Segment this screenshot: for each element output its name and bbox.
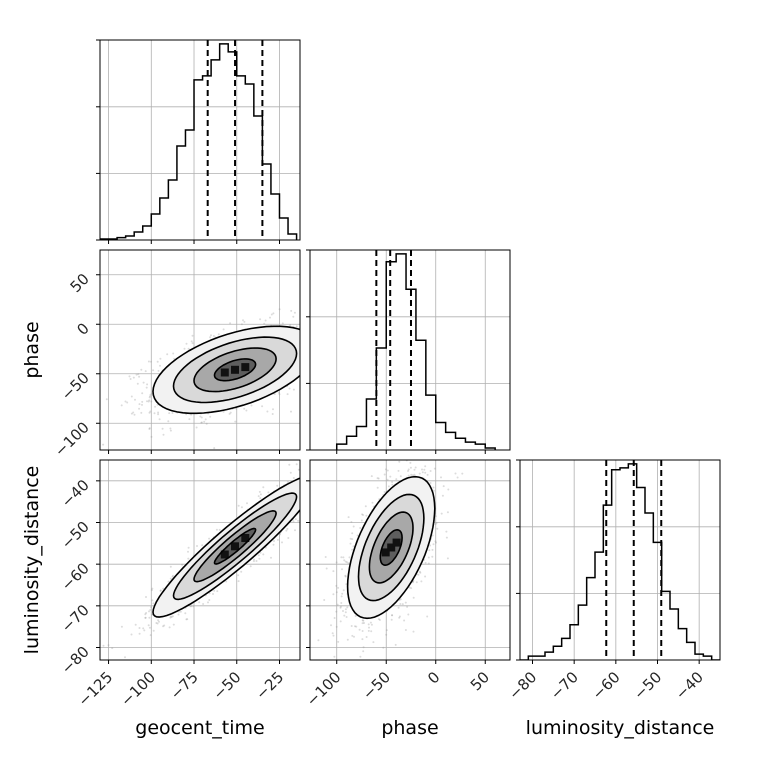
contour-line [379,528,403,567]
contour-line [357,493,425,602]
tick-label: −70 [58,601,93,636]
histogram-step-luminosity_distance [520,463,720,660]
contour-line [152,477,300,618]
tick-label: −40 [58,476,93,511]
histogram-geocent_time [96,39,301,244]
x-axis-label-luminosity_distance: luminosity_distance [526,717,715,739]
histogram-phase [306,249,511,454]
panel-frame [99,249,301,451]
contour-line [193,509,277,583]
contour-line [368,511,414,584]
density-peak-cell [241,363,250,372]
tick-label: −80 [505,668,540,703]
contour-line [346,475,436,620]
contour-line [172,492,298,601]
contour-line [213,527,257,565]
contour-line [172,336,298,404]
tick-label: −75 [167,668,202,703]
x-axis-label-geocent_time: geocent_time [135,717,264,739]
tick-label: −50 [209,668,244,703]
density-peak-cell [392,538,401,547]
tick-label: −80 [58,643,93,678]
tick-label: −40 [672,668,707,703]
density-peak-cell [231,365,239,374]
histogram-step-phase [335,253,496,450]
y-axis-label-luminosity_distance: luminosity_distance [21,466,43,655]
density-peak-cell [220,550,229,559]
tick-label: 0 [424,668,443,687]
panel-frame [519,459,721,661]
tick-label: −125 [75,668,117,710]
tick-label: −60 [58,559,93,594]
x-axis-label-phase: phase [381,717,438,739]
contour-line [152,325,300,415]
tick-label: −25 [252,668,287,703]
tick-label: 50 [467,668,493,694]
density-peak-cell [387,543,396,552]
scatter-geocent_time-phase [96,249,301,454]
tick-label: −60 [589,668,624,703]
tick-label: −50 [359,668,394,703]
tick-label: −100 [117,668,159,710]
panel-frame [99,39,301,241]
tick-label: −50 [58,518,93,553]
tick-label: −50 [630,668,665,703]
tick-label: −70 [547,668,582,703]
tick-label: −100 [303,668,345,710]
panel-frame [309,249,511,451]
density-peak-cell [231,542,239,551]
scatter-phase-luminosity_distance [306,459,511,664]
panel-frame [99,459,301,661]
density-peak-cell [220,368,229,377]
tick-label: 0 [73,319,92,338]
contour-line [193,347,277,393]
histogram-luminosity_distance [516,459,721,664]
density-peak-cell [241,534,250,542]
histogram-step-geocent_time [100,43,298,240]
density-peak-cell [381,548,390,557]
panel-frame [309,459,511,661]
y-axis-label-phase: phase [21,321,43,378]
scatter-geocent_time-luminosity_distance [96,459,301,664]
contour-line [213,358,257,382]
tick-label: −50 [58,369,93,404]
tick-label: −100 [51,418,93,460]
tick-label: 50 [67,270,93,296]
